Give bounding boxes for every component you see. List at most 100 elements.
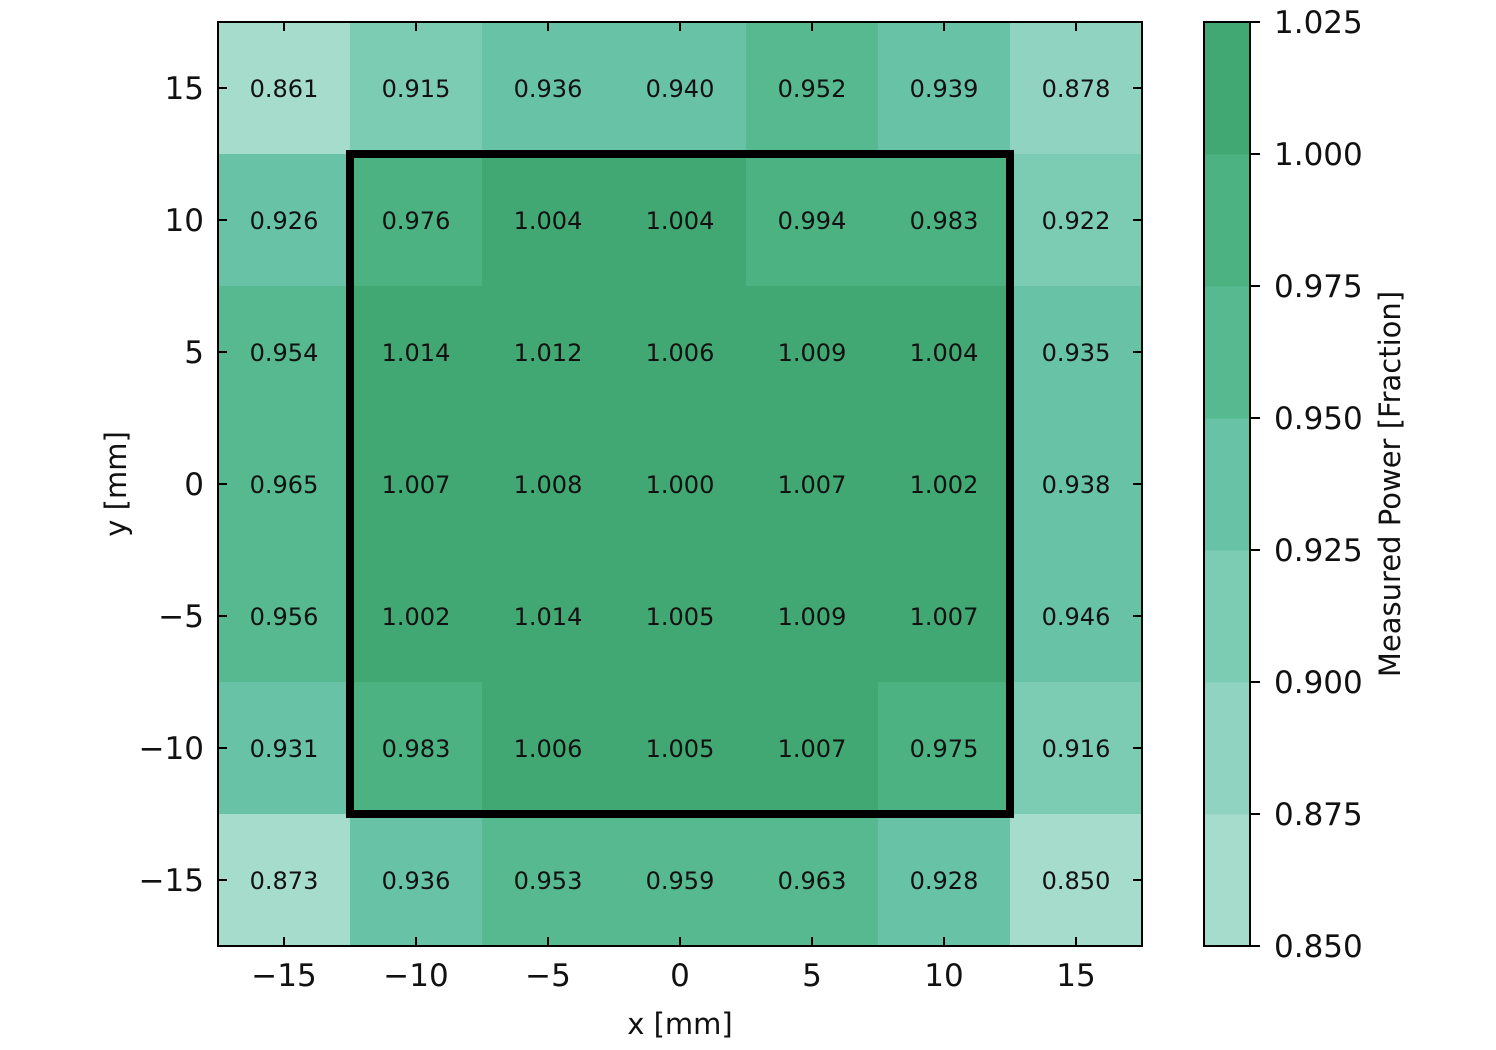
cell-value-label: 1.002 [910, 471, 979, 499]
cell-value-label: 0.953 [514, 867, 583, 895]
colorbar-segment [1204, 814, 1250, 947]
x-axis-label: x [mm] [627, 1007, 733, 1041]
y-tick-label: −5 [158, 599, 204, 635]
cell-value-label: 0.931 [250, 735, 319, 763]
heatmap-cell [746, 22, 879, 155]
heatmap-cell [878, 22, 1011, 155]
cell-value-label: 1.008 [514, 471, 583, 499]
colorbar-tick-label: 1.025 [1274, 5, 1363, 41]
cell-value-label: 1.002 [382, 603, 451, 631]
colorbar-segment [1204, 682, 1250, 815]
heatmap-cell [878, 418, 1011, 551]
heatmap-cell [878, 154, 1011, 287]
cell-value-label: 0.936 [514, 75, 583, 103]
colorbar-segment [1204, 418, 1250, 551]
heatmap-cell [746, 814, 879, 947]
heatmap-cell [878, 550, 1011, 683]
heatmap-cell [1010, 154, 1143, 287]
heatmap-cell [218, 154, 351, 287]
heatmap-cell [1010, 418, 1143, 551]
cell-value-label: 0.928 [910, 867, 979, 895]
heatmap-cell [746, 418, 879, 551]
heatmap-cell [614, 550, 747, 683]
heatmap-cell [350, 154, 483, 287]
cell-value-label: 0.994 [778, 207, 847, 235]
heatmap-cell [614, 22, 747, 155]
heatmap-cell [482, 814, 615, 947]
cell-value-label: 0.878 [1042, 75, 1111, 103]
cell-value-label: 0.952 [778, 75, 847, 103]
cell-value-label: 0.915 [382, 75, 451, 103]
x-tick-label: 0 [670, 958, 690, 994]
cell-value-label: 1.009 [778, 339, 847, 367]
heatmap-cell [482, 682, 615, 815]
cell-value-label: 1.007 [910, 603, 979, 631]
colorbar-tick-label: 0.850 [1274, 929, 1363, 965]
heatmap-value-labels: 0.861 0.915 0.936 0.940 0.952 0.939 0.878 0.926… [250, 75, 1111, 895]
colorbar-segment [1204, 286, 1250, 419]
cell-value-label: 0.975 [910, 735, 979, 763]
cell-value-label: 0.935 [1042, 339, 1111, 367]
cell-value-label: 0.926 [250, 207, 319, 235]
colorbar-tick-label: 0.900 [1274, 665, 1363, 701]
cell-value-label: 1.007 [778, 735, 847, 763]
y-tick-label: −15 [139, 863, 204, 899]
cell-value-label: 0.850 [1042, 867, 1111, 895]
heatmap-cell [878, 682, 1011, 815]
cell-value-label: 1.007 [778, 471, 847, 499]
cell-value-label: 0.940 [646, 75, 715, 103]
cell-value-label: 0.861 [250, 75, 319, 103]
colorbar-tick-label: 1.000 [1274, 137, 1363, 173]
x-tick-label: 5 [802, 958, 822, 994]
colorbar-tick-label: 0.875 [1274, 797, 1363, 833]
heatmap-cell [350, 550, 483, 683]
y-tick-label: 15 [165, 71, 204, 107]
cell-value-label: 0.963 [778, 867, 847, 895]
cell-value-label: 0.938 [1042, 471, 1111, 499]
x-tick-label: −5 [525, 958, 571, 994]
y-tick-label: 10 [165, 203, 204, 239]
cell-value-label: 1.014 [514, 603, 583, 631]
heatmap-cell [482, 286, 615, 419]
heatmap-cell [218, 286, 351, 419]
y-tick-label: 0 [184, 467, 204, 503]
heatmap-cell [482, 418, 615, 551]
region-outline-box [346, 150, 1014, 818]
heatmap-cell [482, 550, 615, 683]
cell-value-label: 1.012 [514, 339, 583, 367]
heatmap-cell [1010, 22, 1143, 155]
heatmap-cell [350, 418, 483, 551]
cell-value-label: 0.956 [250, 603, 319, 631]
heatmap-cell [218, 22, 351, 155]
cell-value-label: 1.004 [514, 207, 583, 235]
heatmap-cell [350, 682, 483, 815]
cell-value-label: 0.965 [250, 471, 319, 499]
cell-value-label: 0.959 [646, 867, 715, 895]
heatmap-cell [746, 682, 879, 815]
colorbar-frame [1203, 21, 1251, 947]
x-tick-label: 10 [924, 958, 963, 994]
cell-value-label: 1.005 [646, 735, 715, 763]
colorbar-label: Measured Power [Fraction] [1373, 291, 1407, 677]
cell-value-label: 1.007 [382, 471, 451, 499]
heatmap-cell [878, 286, 1011, 419]
colorbar-tick-label: 0.975 [1274, 269, 1363, 305]
cell-value-label: 1.006 [514, 735, 583, 763]
cell-value-label: 0.976 [382, 207, 451, 235]
heatmap-cell [614, 814, 747, 947]
heatmap-cell [218, 814, 351, 947]
x-tick-label: −15 [251, 958, 316, 994]
heatmap-cell [1010, 286, 1143, 419]
heatmap-cell [614, 682, 747, 815]
colorbar-segment [1204, 154, 1250, 287]
cell-value-label: 1.000 [646, 471, 715, 499]
heatmap-cell [1010, 550, 1143, 683]
cell-value-label: 1.009 [778, 603, 847, 631]
heatmap-cell [746, 154, 879, 287]
cell-value-label: 0.983 [382, 735, 451, 763]
cell-value-label: 0.939 [910, 75, 979, 103]
heatmap-cell [350, 22, 483, 155]
cell-value-label: 0.936 [382, 867, 451, 895]
heatmap-cell [1010, 814, 1143, 947]
